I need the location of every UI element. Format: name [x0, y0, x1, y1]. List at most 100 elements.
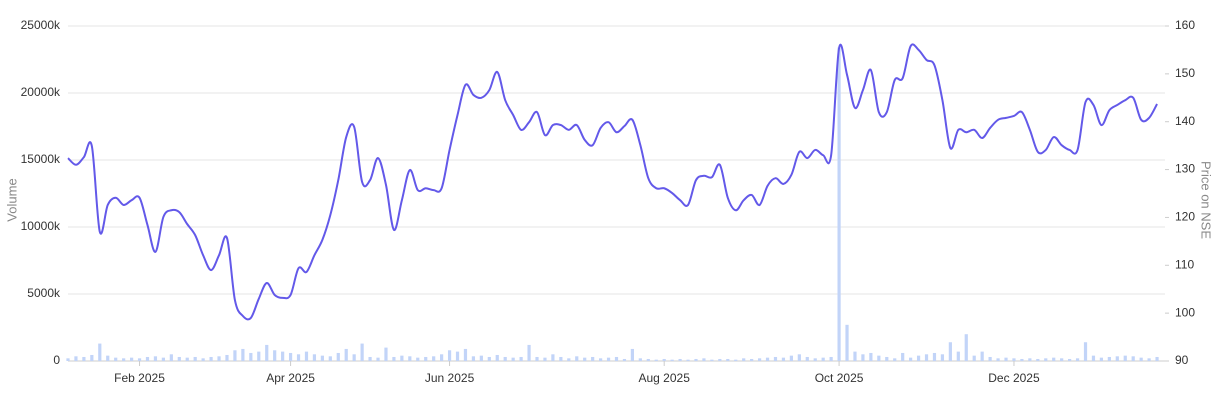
volume-bar — [527, 344, 531, 361]
x-tick-label: Feb 2025 — [114, 371, 165, 385]
volume-bar — [1131, 356, 1135, 361]
volume-bar — [599, 358, 603, 361]
volume-bar — [797, 354, 801, 361]
volume-bar — [1147, 358, 1151, 361]
volume-bar — [654, 359, 658, 361]
volume-bar — [718, 358, 722, 361]
price-line — [67, 43, 1158, 321]
volume-bar — [432, 356, 436, 361]
volume-bar — [591, 356, 595, 361]
volume-bar — [670, 359, 674, 361]
y-axis-title: Volume — [4, 178, 19, 221]
volume-bar — [1044, 358, 1048, 361]
volume-bar — [1091, 355, 1096, 361]
volume-bar — [909, 357, 913, 361]
volume-bar — [694, 358, 698, 361]
volume-bar — [805, 356, 809, 361]
volume-bar — [463, 348, 468, 361]
volume-bar — [559, 356, 563, 361]
volume-bar — [1123, 355, 1127, 361]
volume-bar — [1068, 358, 1072, 361]
volume-bar — [312, 354, 317, 361]
volume-bar — [575, 356, 579, 361]
volume-bar — [225, 354, 229, 361]
volume-bar — [750, 358, 754, 361]
volume-bar — [956, 351, 960, 361]
volume-bar — [519, 356, 523, 361]
y2-tick-label: 160 — [1175, 18, 1195, 32]
volume-bar — [471, 356, 476, 361]
y-tick-label: 20000k — [21, 85, 61, 99]
volume-bar — [201, 358, 205, 361]
volume-bar — [1083, 342, 1088, 361]
volume-bar — [1107, 356, 1111, 361]
volume-bar — [265, 344, 269, 361]
volume-bar — [137, 358, 142, 361]
volume-bar — [1139, 357, 1143, 361]
volume-bar — [567, 358, 571, 361]
volume-bar — [710, 359, 714, 361]
y2-axis-title: Price on NSE — [1199, 161, 1214, 239]
volume-bar — [765, 357, 770, 361]
y-tick-label: 0 — [53, 353, 60, 367]
volume-bar — [66, 358, 70, 361]
volume-bar — [1012, 358, 1016, 361]
volume-bar — [789, 355, 793, 361]
volume-bar — [344, 348, 348, 361]
volume-bar — [455, 351, 460, 361]
volume-bar — [702, 358, 706, 361]
volume-bar — [193, 356, 197, 361]
volume-bar — [901, 352, 905, 361]
y2-tick-label: 150 — [1175, 66, 1195, 80]
volume-bar — [893, 358, 897, 361]
volume-bar — [678, 358, 682, 361]
volume-bar — [241, 348, 245, 361]
volume-bar — [479, 355, 483, 361]
volume-bar — [964, 334, 968, 361]
x-tick-label: Aug 2025 — [639, 371, 691, 385]
volume-bar — [368, 356, 372, 361]
volume-bar — [988, 356, 992, 361]
volume-bar — [384, 347, 388, 361]
volume-bar — [273, 350, 277, 361]
y2-tick-label: 100 — [1175, 305, 1195, 319]
volume-bar — [249, 352, 253, 361]
volume-bar — [1004, 357, 1008, 361]
volume-bar — [416, 357, 420, 361]
volume-bar — [638, 358, 642, 361]
volume-bar — [662, 358, 666, 361]
volume-bar — [74, 356, 78, 361]
volume-bar — [606, 357, 611, 361]
volume-bar — [686, 359, 690, 361]
volume-bar — [614, 356, 619, 361]
volume-bar — [153, 356, 158, 361]
volume-bar — [1099, 357, 1104, 361]
volume-bar — [177, 356, 181, 361]
volume-bar — [1020, 358, 1024, 361]
volume-bar — [622, 358, 627, 361]
volume-bar — [122, 358, 126, 361]
volume-bar — [1115, 356, 1119, 361]
volume-bar — [304, 351, 309, 361]
y-tick-label: 25000k — [21, 18, 61, 32]
y-tick-label: 15000k — [21, 152, 61, 166]
volume-bar — [114, 357, 118, 361]
volume-bar — [916, 355, 921, 361]
volume-bar — [885, 356, 889, 361]
volume-bar — [328, 356, 332, 361]
y2-tick-label: 130 — [1175, 162, 1195, 176]
volume-bar — [360, 343, 364, 361]
volume-bar — [106, 355, 110, 361]
volume-bar — [447, 350, 452, 361]
volume-bar — [948, 342, 952, 361]
volume-bar — [169, 354, 173, 361]
x-tick-label: Apr 2025 — [266, 371, 315, 385]
x-tick-label: Jun 2025 — [425, 371, 475, 385]
volume-bar — [869, 352, 873, 361]
volume-bar — [487, 356, 491, 361]
volume-bar — [646, 358, 650, 361]
volume-bar — [726, 358, 730, 361]
volume-bar — [1155, 356, 1159, 361]
y-tick-label: 5000k — [27, 286, 61, 300]
